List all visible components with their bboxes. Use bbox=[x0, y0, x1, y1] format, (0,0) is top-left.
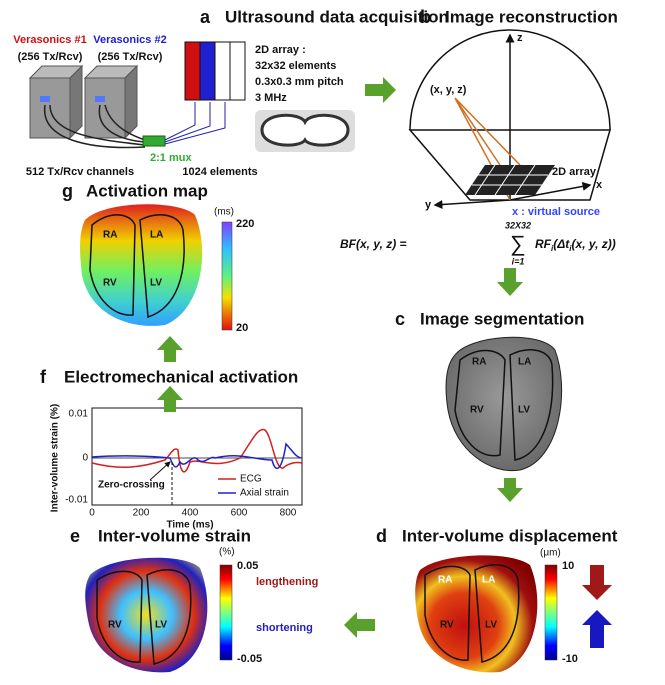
flow-arrow bbox=[497, 268, 523, 296]
chamber-label: RA bbox=[472, 357, 486, 368]
array-spec: 3 MHz bbox=[255, 92, 287, 104]
colorbar-max: 220 bbox=[236, 218, 254, 230]
panel-letter: a bbox=[200, 7, 211, 27]
chamber-label: LV bbox=[150, 278, 162, 289]
y-tick-label: 0 bbox=[82, 453, 88, 464]
panel-letter: b bbox=[420, 7, 431, 27]
colorbar-min: -10 bbox=[562, 653, 578, 665]
device-label: Verasonics #2 bbox=[93, 34, 166, 46]
array-spec: 32x32 elements bbox=[255, 60, 336, 72]
colorbar-unit: (%) bbox=[219, 547, 235, 558]
channels-label: 512 Tx/Rcv channels bbox=[26, 166, 134, 178]
page: {"a":{"letter":"a","title":"Ultrasound d… bbox=[0, 0, 665, 685]
array-spec: 0.3x0.3 mm pitch bbox=[255, 76, 344, 88]
panel-letter: f bbox=[40, 367, 47, 387]
activation-map bbox=[80, 204, 232, 330]
colorbar-min: 20 bbox=[236, 322, 248, 334]
formula-rhs: RFi(Δti(x, y, z)) bbox=[535, 237, 616, 253]
strain-note: lengthening bbox=[256, 576, 318, 588]
elements-label: 1024 elements bbox=[182, 166, 257, 178]
panel-letter: d bbox=[376, 526, 387, 546]
reconstruction-geometry bbox=[410, 30, 610, 205]
flow-arrow bbox=[344, 612, 375, 638]
array-label: 2D array bbox=[552, 166, 597, 178]
panel-letter: g bbox=[62, 181, 73, 201]
legend-label: ECG bbox=[240, 474, 262, 485]
device-channels: (256 Tx/Rcv) bbox=[98, 51, 163, 63]
chamber-label: RV bbox=[470, 405, 484, 416]
x-tick-label: 200 bbox=[133, 508, 150, 519]
chamber-label: RV bbox=[440, 620, 454, 631]
y-tick-label: 0.01 bbox=[69, 409, 89, 420]
formula-part: (Δt bbox=[553, 237, 570, 251]
strain-note: shortening bbox=[256, 622, 313, 634]
formula-lhs: BF(x, y, z) = bbox=[340, 237, 407, 251]
figure: a Ultrasound data acquisition Verasonics… bbox=[0, 0, 665, 685]
chamber-label: LV bbox=[518, 405, 530, 416]
device-label: Verasonics #1 bbox=[13, 34, 86, 46]
chamber-label: LA bbox=[518, 357, 531, 368]
array-spec: 2D array : bbox=[255, 44, 306, 56]
point-label: (x, y, z) bbox=[430, 84, 467, 96]
strain-map bbox=[85, 558, 232, 673]
axis-label: y bbox=[425, 199, 432, 211]
body: a Ultrasound data acquisition Verasonics… bbox=[0, 0, 665, 685]
panel-title: Image reconstruction bbox=[445, 7, 618, 26]
chamber-label: RA bbox=[103, 230, 117, 241]
x-axis-label: Time (ms) bbox=[166, 520, 213, 531]
formula-sum-lower: i=1 bbox=[512, 256, 525, 266]
panel-title: Electromechanical activation bbox=[64, 367, 298, 386]
flow-arrow bbox=[157, 336, 183, 362]
chamber-label: RV bbox=[103, 278, 117, 289]
colorbar-min: -0.05 bbox=[237, 653, 262, 665]
x-tick-label: 400 bbox=[182, 508, 199, 519]
panel-title: Ultrasound data acquisition bbox=[225, 7, 449, 26]
panel-letter: c bbox=[395, 309, 405, 329]
formula-sum: ∑ bbox=[510, 231, 526, 256]
formula-sum-upper: 32X32 bbox=[505, 220, 531, 230]
colorbar-unit: (ms) bbox=[214, 207, 234, 218]
x-tick-label: 0 bbox=[89, 508, 95, 519]
x-tick-label: 600 bbox=[231, 508, 248, 519]
displacement-map bbox=[415, 555, 612, 672]
y-axis-label: Inter-volume strain (%) bbox=[50, 404, 61, 512]
chamber-label: RA bbox=[438, 575, 452, 586]
source-label: x : virtual source bbox=[512, 206, 600, 218]
chamber-label: LA bbox=[150, 230, 163, 241]
chamber-label: RV bbox=[108, 620, 122, 631]
y-tick-label: -0.01 bbox=[65, 495, 88, 506]
chamber-label: LV bbox=[485, 620, 497, 631]
panel-title: Activation map bbox=[86, 181, 208, 200]
panel-title: Inter-volume displacement bbox=[402, 526, 618, 545]
axis-label: x bbox=[596, 179, 603, 191]
annotation: Zero-crossing bbox=[98, 480, 165, 491]
legend-label: Axial strain bbox=[240, 488, 289, 499]
flow-arrow bbox=[365, 77, 396, 103]
panel-letter: e bbox=[70, 526, 80, 546]
flow-arrow bbox=[497, 478, 523, 502]
formula-part: RF bbox=[535, 237, 552, 251]
formula: BF(x, y, z) = bbox=[340, 237, 407, 251]
chamber-label: LV bbox=[155, 620, 167, 631]
colorbar-max: 0.05 bbox=[237, 560, 258, 572]
axis-label: z bbox=[517, 32, 523, 44]
colorbar-max: 10 bbox=[562, 560, 574, 572]
panel-title: Image segmentation bbox=[420, 309, 584, 328]
device-channels: (256 Tx/Rcv) bbox=[18, 51, 83, 63]
colorbar-unit: (μm) bbox=[540, 548, 561, 559]
chamber-label: LA bbox=[482, 575, 495, 586]
segmented-heart bbox=[446, 337, 562, 470]
mux-label: 2:1 mux bbox=[150, 152, 192, 164]
formula-part: (x, y, z)) bbox=[572, 237, 616, 251]
x-tick-label: 800 bbox=[280, 508, 297, 519]
